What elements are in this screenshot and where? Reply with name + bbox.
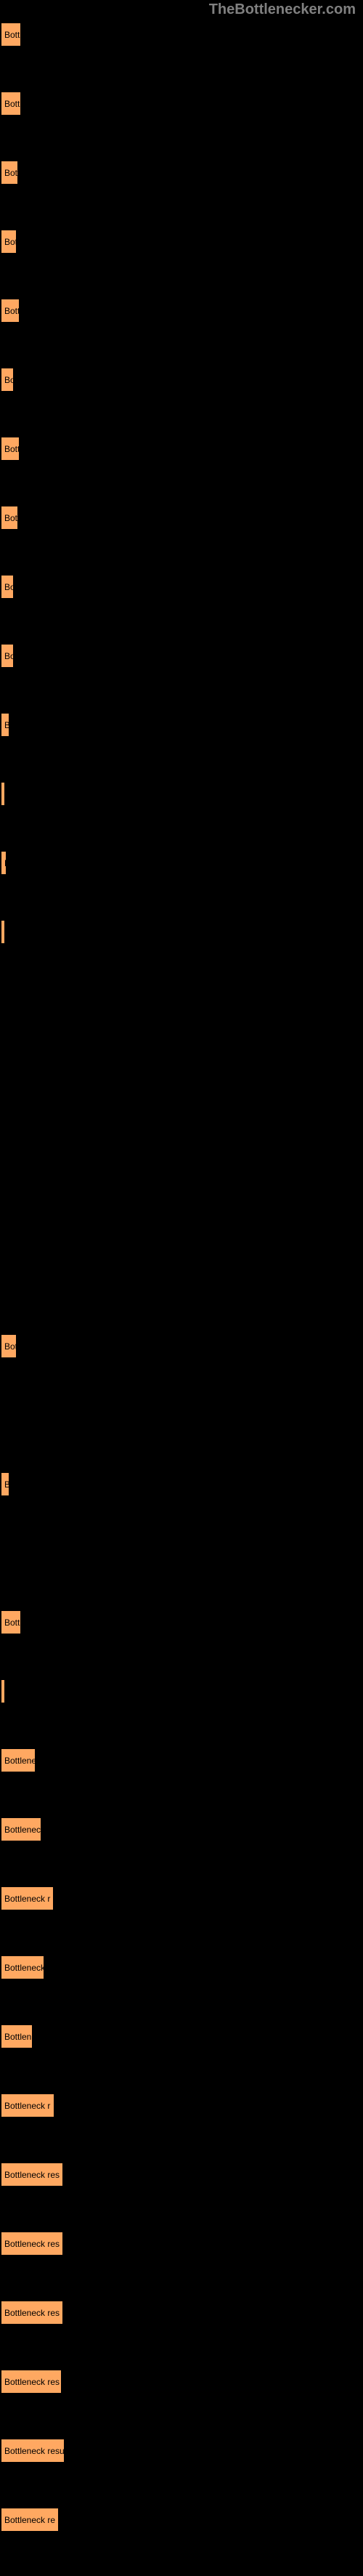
bar: Bottlen [0, 2024, 33, 2049]
bar: Bottleneck r [0, 2093, 55, 2118]
bar: B [0, 850, 7, 876]
bar-row: Bottleneck r [0, 2093, 363, 2118]
bar-row: Bottlene [0, 1748, 363, 1773]
bar: Bottlene [0, 1748, 36, 1773]
bar-row: Bottleneck [0, 1955, 363, 1980]
bar [0, 781, 6, 807]
bar: Bottleneck res [0, 2231, 64, 2256]
bar: B [0, 1471, 10, 1497]
bar-row: Bott [0, 298, 363, 323]
bar-row [0, 1402, 363, 1428]
bar-row: Bot [0, 1333, 363, 1359]
bar: Bottleneck res [0, 2369, 62, 2394]
bar: Bottl [0, 91, 22, 116]
bar-row: Bottleneck res [0, 2300, 363, 2325]
bar-row: Bottleneck res [0, 2231, 363, 2256]
bar-row: Bott [0, 436, 363, 461]
bar-row: Bo [0, 643, 363, 669]
bar-row: Bo [0, 574, 363, 599]
bar-row [0, 1264, 363, 1290]
bar-row: Bottl [0, 1610, 363, 1635]
bar-row: Bottl [0, 22, 363, 47]
bar: Bottleneck res [0, 2300, 64, 2325]
bar: Bottl [0, 22, 22, 47]
bar: Bo [0, 574, 15, 599]
bar-row [0, 1195, 363, 1221]
bar-row: Bottleneck resu [0, 2438, 363, 2463]
bar: Bot [0, 229, 17, 254]
bar: Bott [0, 505, 19, 530]
bar-row: Bottleneck res [0, 2369, 363, 2394]
bar: Bott [0, 436, 20, 461]
bar [0, 1679, 6, 1704]
bar: Bottleneck r [0, 1886, 54, 1911]
bar-row: Bottlen [0, 2024, 363, 2049]
bar-row: Bott [0, 505, 363, 530]
bar: Bot [0, 160, 19, 185]
bar: Bottleneck resu [0, 2438, 65, 2463]
bar-row [0, 1057, 363, 1083]
bar: Bottleneck re [0, 2507, 60, 2532]
bar-row: B [0, 850, 363, 876]
bar-row: Bottlenec [0, 1817, 363, 1842]
bar-chart: Bottl Bottl Bot Bot Bott Bo Bott Bott Bo Bo B B Bot B… [0, 0, 363, 2532]
bar: Bottleneck [0, 1955, 45, 1980]
bar: Bo [0, 643, 15, 669]
bar: Bottlenec [0, 1817, 42, 1842]
bar: B [0, 712, 10, 738]
bar-row: Bottl [0, 91, 363, 116]
watermark-text: TheBottlenecker.com [209, 1, 356, 18]
bar-row [0, 1541, 363, 1566]
bar: Bott [0, 298, 20, 323]
bar-row: Bottleneck res [0, 2162, 363, 2187]
bar [0, 919, 6, 945]
bar-row [0, 1679, 363, 1704]
bar-row: Bot [0, 229, 363, 254]
bar-row [0, 781, 363, 807]
bar: Bo [0, 367, 15, 392]
bar: Bottleneck res [0, 2162, 64, 2187]
bar-row [0, 1126, 363, 1152]
bar-row [0, 988, 363, 1014]
bar: Bottl [0, 1610, 22, 1635]
bar-row: Bottleneck r [0, 1886, 363, 1911]
bar-row [0, 919, 363, 945]
bar-row: Bottleneck re [0, 2507, 363, 2532]
bar-row: Bot [0, 160, 363, 185]
bar-row: B [0, 712, 363, 738]
bar-row: B [0, 1471, 363, 1497]
bar: Bot [0, 1333, 17, 1359]
bar-row: Bo [0, 367, 363, 392]
